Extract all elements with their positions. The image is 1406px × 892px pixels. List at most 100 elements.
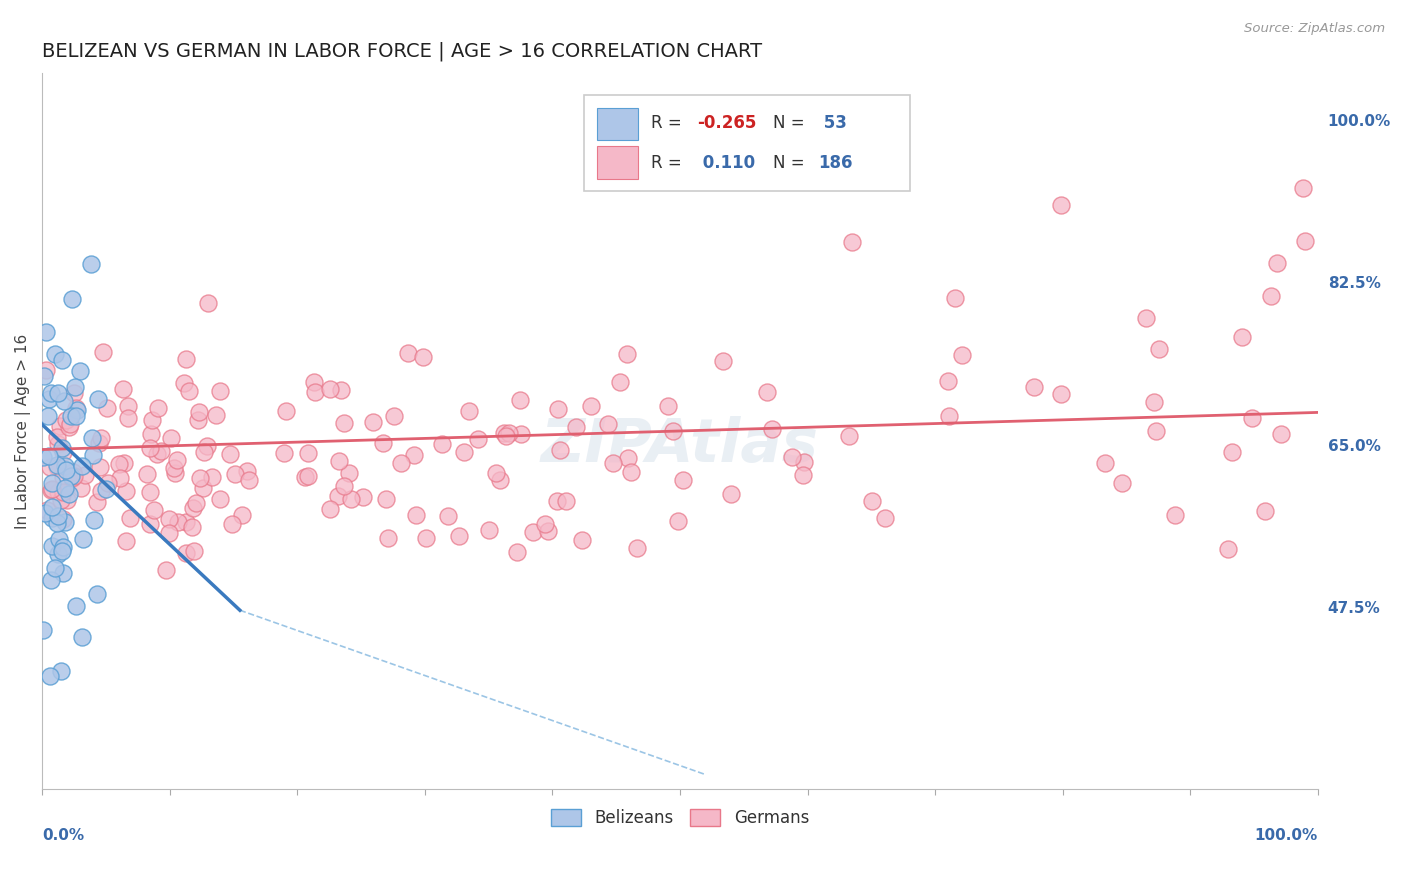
Point: [136, 467, 159, 481]
Point: [1022, 379, 1045, 393]
Point: [65, 409, 87, 423]
Point: [412, 350, 434, 364]
Point: [159, 431, 181, 445]
Point: [302, 376, 325, 390]
Point: [41, 511, 63, 525]
Text: R =: R =: [651, 153, 686, 172]
Point: [96, 401, 118, 416]
Point: [41, 482, 63, 496]
Point: [509, 427, 531, 442]
Point: [70, 481, 93, 495]
Point: [720, 487, 742, 501]
Point: [60, 292, 83, 306]
Point: [950, 347, 973, 361]
Point: [32, 450, 55, 465]
Point: [333, 478, 356, 492]
Point: [117, 399, 139, 413]
Point: [187, 413, 209, 427]
Point: [174, 546, 197, 560]
Point: [1230, 330, 1253, 344]
Point: [62, 466, 84, 480]
Point: [112, 382, 135, 396]
Point: [191, 482, 214, 496]
Point: [58, 487, 80, 501]
Point: [1050, 387, 1073, 401]
Point: [548, 443, 571, 458]
Point: [39, 385, 62, 400]
Point: [37, 409, 59, 423]
Point: [711, 353, 734, 368]
Text: 53: 53: [818, 114, 846, 133]
Point: [1270, 427, 1292, 442]
Point: [174, 351, 197, 366]
Point: [46, 485, 69, 500]
Point: [159, 512, 181, 526]
Point: [1294, 234, 1316, 248]
Text: Source: ZipAtlas.com: Source: ZipAtlas.com: [1244, 22, 1385, 36]
Point: [1254, 503, 1277, 517]
Point: [87, 392, 110, 406]
Point: [238, 473, 260, 487]
Point: [547, 402, 569, 417]
Point: [274, 404, 297, 418]
Point: [79, 257, 101, 271]
Point: [197, 296, 219, 310]
Point: [183, 544, 205, 558]
Point: [52, 470, 75, 484]
Point: [139, 441, 162, 455]
Point: [35, 326, 58, 340]
Point: [146, 447, 169, 461]
Point: [841, 235, 863, 249]
Point: [221, 516, 243, 531]
Point: [46, 386, 69, 401]
Point: [402, 448, 425, 462]
Point: [436, 508, 458, 523]
Point: [273, 445, 295, 459]
Point: [337, 466, 360, 480]
Point: [596, 417, 619, 431]
Text: 0.110: 0.110: [696, 153, 755, 172]
Point: [326, 489, 349, 503]
Point: [173, 376, 195, 390]
Point: [157, 525, 180, 540]
Point: [97, 476, 120, 491]
Point: [761, 422, 783, 436]
Point: [41, 500, 63, 514]
Point: [1218, 542, 1240, 557]
Point: [41, 483, 63, 497]
Point: [162, 460, 184, 475]
Point: [193, 445, 215, 459]
Point: [90, 431, 112, 445]
Point: [1220, 445, 1243, 459]
Text: 186: 186: [818, 153, 852, 172]
Point: [498, 425, 520, 440]
Point: [82, 431, 104, 445]
Point: [115, 533, 138, 548]
Point: [166, 516, 188, 530]
Point: [138, 484, 160, 499]
Point: [297, 446, 319, 460]
Point: [58, 420, 80, 434]
Point: [793, 455, 815, 469]
Point: [188, 470, 211, 484]
Point: [45, 458, 67, 472]
Point: [489, 473, 512, 487]
Point: [430, 437, 453, 451]
Point: [188, 405, 211, 419]
Point: [41, 476, 63, 491]
Point: [108, 471, 131, 485]
Point: [546, 494, 568, 508]
Point: [506, 545, 529, 559]
Point: [45, 516, 67, 530]
Point: [477, 523, 499, 537]
Point: [150, 443, 173, 458]
Point: [1147, 342, 1170, 356]
Point: [509, 392, 531, 407]
Point: [319, 382, 342, 396]
Point: [38, 460, 60, 475]
Bar: [598, 108, 638, 140]
Point: [34, 362, 56, 376]
Point: [375, 492, 398, 507]
Point: [139, 516, 162, 531]
Point: [1135, 311, 1157, 326]
